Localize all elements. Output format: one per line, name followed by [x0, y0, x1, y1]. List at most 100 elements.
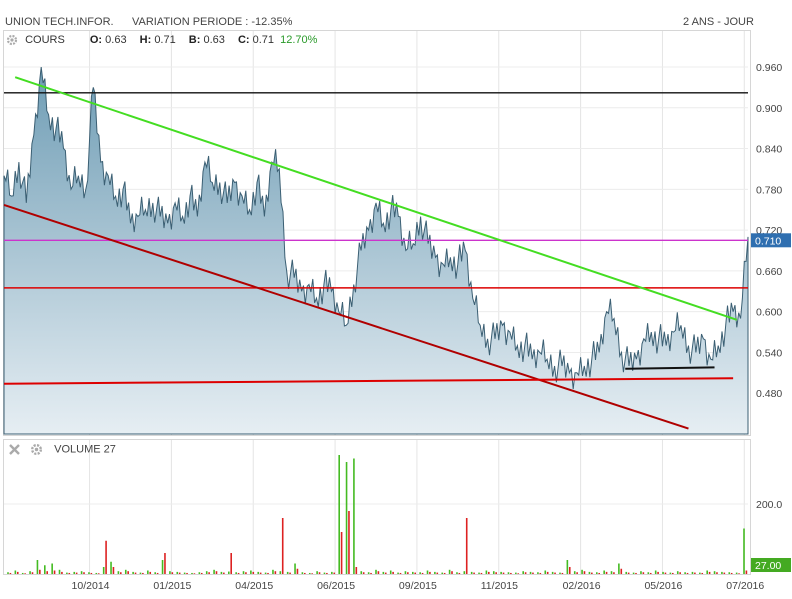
- volume-bar: [412, 571, 414, 574]
- volume-bar: [551, 571, 554, 574]
- volume-label: VOLUME: [54, 443, 101, 456]
- volume-bar: [294, 563, 296, 574]
- volume-bar: [691, 571, 694, 574]
- y-tick-label: 0.900: [756, 103, 782, 115]
- x-tick-label: 02/2016: [563, 580, 601, 592]
- volume-bar: [485, 570, 488, 574]
- volume-bar: [426, 570, 429, 574]
- x-tick-label: 05/2016: [644, 580, 682, 592]
- volume-bar: [561, 572, 564, 574]
- volume-bar: [421, 572, 424, 574]
- volume-bar: [245, 572, 247, 574]
- volume-bar: [31, 572, 34, 574]
- volume-bar: [156, 572, 159, 574]
- gear-icon[interactable]: [6, 34, 18, 46]
- volume-bar: [176, 571, 179, 574]
- volume-bar: [102, 567, 105, 574]
- x-tick-label: 06/2015: [317, 580, 355, 592]
- y-tick-label: 0.540: [756, 347, 782, 359]
- volume-bar: [591, 572, 593, 574]
- last-volume-tag: 27.00: [755, 560, 781, 572]
- volume-bar: [139, 572, 142, 574]
- volume-bar: [124, 569, 127, 574]
- volume-bar: [583, 571, 586, 574]
- volume-bar: [7, 572, 9, 574]
- volume-bar: [186, 572, 188, 574]
- y-tick-label: 0.780: [756, 184, 782, 196]
- volume-bar: [95, 572, 98, 574]
- volume-bar: [281, 518, 284, 574]
- volume-bar: [407, 572, 409, 574]
- close-value: 0.71: [252, 34, 275, 46]
- volume-bar: [632, 572, 635, 574]
- volume-bar: [117, 571, 120, 574]
- volume-bar: [627, 572, 630, 574]
- volume-bar: [649, 572, 652, 574]
- volume-bar: [404, 571, 407, 574]
- volume-bar: [183, 572, 186, 574]
- volume-bar: [198, 572, 201, 574]
- volume-bar: [58, 569, 61, 574]
- volume-bar: [208, 572, 210, 574]
- volume-bar: [618, 563, 620, 574]
- last-price-tag-bg: [751, 233, 791, 248]
- volume-bar: [706, 570, 708, 574]
- volume-bar: [53, 570, 56, 574]
- volume-bar: [230, 553, 232, 574]
- volume-bar: [382, 571, 385, 574]
- volume-bar: [171, 572, 174, 574]
- volume-bar: [640, 571, 642, 574]
- gear-icon[interactable]: [30, 443, 43, 456]
- volume-bar: [451, 571, 453, 574]
- volume-bar: [559, 572, 561, 574]
- volume-bar: [588, 571, 591, 574]
- volume-bar: [264, 572, 267, 574]
- volume-bar: [112, 567, 115, 574]
- volume-bar: [24, 573, 26, 574]
- period-variation: VARIATION PERIODE : -12.35%: [132, 16, 293, 28]
- volume-bar: [515, 572, 517, 574]
- volume-bar: [355, 567, 358, 574]
- volume-bar: [568, 567, 571, 574]
- volume-bar: [620, 568, 623, 574]
- volume-bar: [213, 569, 215, 574]
- volume-bar: [375, 569, 377, 574]
- volume-bar: [362, 572, 365, 574]
- volume-bar: [88, 572, 90, 574]
- volume-bar: [353, 458, 355, 574]
- volume-bar: [686, 572, 689, 574]
- volume-bar: [657, 571, 659, 574]
- volume-bar: [274, 571, 277, 574]
- volume-bar: [323, 572, 326, 574]
- volume-bar: [448, 569, 451, 574]
- volume-bar: [326, 572, 328, 574]
- volume-bar: [235, 572, 237, 574]
- volume-bar: [573, 571, 576, 574]
- volume-bar: [610, 571, 613, 574]
- y-tick-label: 0.480: [756, 388, 782, 400]
- trend-line: [3, 377, 734, 385]
- volume-bar: [529, 571, 532, 574]
- trend-line: [14, 76, 738, 321]
- trend-line: [3, 204, 689, 430]
- volume-bar: [546, 571, 549, 574]
- volume-bar: [105, 540, 107, 574]
- volume-bar: [581, 569, 583, 574]
- time-range-selector[interactable]: 2 ANS - JOUR: [683, 16, 754, 28]
- volume-bar: [728, 572, 731, 574]
- close-icon[interactable]: [8, 443, 21, 456]
- volume-bar: [178, 572, 181, 574]
- volume-bar: [242, 571, 245, 574]
- volume-bar: [205, 571, 208, 574]
- volume-bar: [708, 571, 711, 574]
- x-tick-label: 07/2016: [726, 580, 764, 592]
- volume-bar: [200, 572, 203, 574]
- volume-header: VOLUME 27: [8, 443, 116, 456]
- volume-bar: [694, 572, 696, 574]
- volume-bar: [684, 572, 686, 574]
- volume-bar: [90, 572, 93, 574]
- volume-bar: [576, 572, 578, 574]
- volume-bar: [463, 571, 466, 574]
- volume-bar: [524, 572, 527, 574]
